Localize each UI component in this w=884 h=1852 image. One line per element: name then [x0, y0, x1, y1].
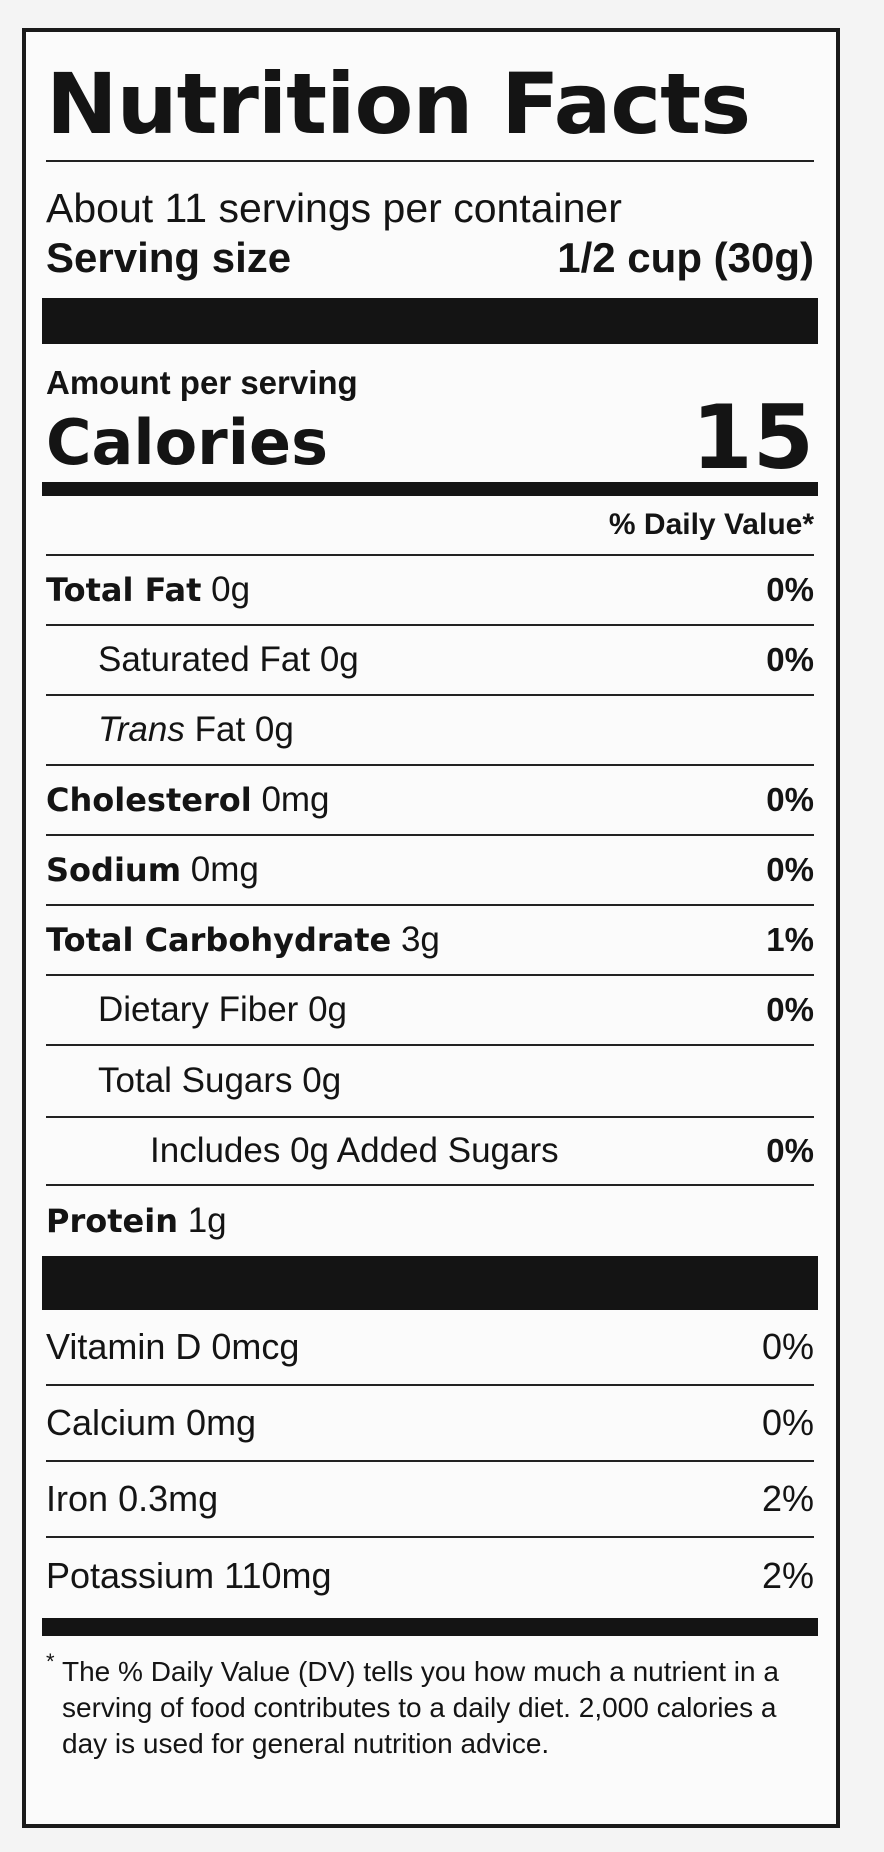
nutrient-amount: 0g — [302, 1060, 342, 1100]
vitamin-row-iron: Iron 0.3mg 2% — [46, 1462, 814, 1538]
vitamin-row-calcium: Calcium 0mg 0% — [46, 1386, 814, 1462]
nutrient-row-cholesterol: Cholesterol 0mg 0% — [46, 766, 814, 836]
nutrient-dv: 0% — [766, 850, 814, 888]
divider — [46, 160, 814, 162]
thick-divider — [42, 1255, 818, 1310]
footnote: * The % Daily Value (DV) tells you how m… — [46, 1649, 814, 1763]
nutrient-name: Trans — [98, 709, 185, 749]
nutrient-row-added-sugars: Includes 0g Added Sugars 0% — [46, 1115, 814, 1186]
nutrient-name: Total Fat — [46, 570, 202, 609]
vitamin-amount: 0.3mg — [118, 1477, 219, 1519]
nutrient-name: Total Sugars — [98, 1060, 293, 1100]
medium-divider — [42, 481, 818, 496]
nutrient-amount: 0g — [254, 709, 294, 749]
nutrient-row-protein: Protein 1g — [46, 1186, 814, 1256]
vitamin-row-potassium: Potassium 110mg 2% — [46, 1538, 814, 1614]
nutrient-amount: 1g — [187, 1200, 227, 1240]
nutrient-dv: 0% — [766, 640, 814, 678]
vitamin-amount: 0mg — [186, 1401, 257, 1443]
vitamin-row-vitamin-d: Vitamin D 0mcg 0% — [46, 1310, 814, 1386]
thick-divider — [42, 297, 818, 344]
nutrition-facts-label: Nutrition Facts About 11 servings per co… — [22, 28, 840, 1828]
nutrient-amount: 0g — [308, 989, 347, 1029]
calories-label: Calories — [46, 405, 328, 479]
nutrient-name: Cholesterol — [46, 780, 252, 819]
vitamin-dv: 2% — [761, 1554, 814, 1596]
nutrient-dv: 0% — [766, 570, 814, 608]
servings-per-container: About 11 servings per container — [46, 185, 622, 231]
nutrient-dv: 0% — [766, 990, 814, 1028]
serving-size-label: Serving size — [46, 234, 292, 282]
vitamin-dv: 2% — [761, 1477, 814, 1519]
nutrient-amount: 3g — [400, 919, 440, 959]
amount-per-serving: Amount per serving — [46, 363, 358, 401]
nutrient-dv: 1% — [766, 920, 814, 958]
nutrient-name: Dietary Fiber — [98, 989, 299, 1029]
nutrient-name: Saturated Fat — [98, 639, 311, 679]
calories-row: Calories 15 — [46, 372, 814, 482]
nutrient-row-dietary-fiber: Dietary Fiber 0g 0% — [46, 976, 814, 1046]
vitamin-amount: 110mg — [224, 1554, 332, 1596]
vitamin-name: Vitamin D — [46, 1325, 202, 1367]
nutrient-row-total-fat: Total Fat 0g 0% — [46, 556, 814, 626]
nutrient-dv: 0% — [766, 780, 814, 818]
vitamin-amount: 0mcg — [211, 1325, 300, 1367]
nutrient-name: Protein — [46, 1201, 178, 1240]
serving-size-value: 1/2 cup (30g) — [557, 234, 814, 282]
nutrient-name-rest: Fat — [194, 709, 246, 749]
nutrient-dv: 0% — [766, 1131, 814, 1169]
nutrient-amount: 0g — [319, 639, 359, 679]
vitamin-dv: 0% — [761, 1325, 814, 1367]
nutrient-amount: 0g — [211, 569, 251, 609]
nutrient-amount: 0mg — [190, 849, 259, 889]
daily-value-header: % Daily Value* — [46, 496, 814, 556]
nutrient-row-sodium: Sodium 0mg 0% — [46, 836, 814, 906]
nutrient-row-total-sugars: Total Sugars 0g — [46, 1046, 814, 1116]
nutrient-row-total-carbohydrate: Total Carbohydrate 3g 1% — [46, 906, 814, 976]
nutrient-name: Sodium — [46, 850, 182, 889]
vitamin-name: Calcium — [46, 1401, 177, 1443]
nutrient-name: Includes 0g Added Sugars — [150, 1130, 559, 1170]
nutrient-name: Total Carbohydrate — [46, 920, 392, 959]
vitamin-dv: 0% — [761, 1401, 814, 1443]
serving-size: Serving size 1/2 cup (30g) — [46, 233, 814, 283]
calories-value: 15 — [691, 385, 814, 489]
footnote-text: The % Daily Value (DV) tells you how muc… — [62, 1655, 779, 1760]
label-title: Nutrition Facts — [46, 55, 751, 153]
nutrient-row-saturated-fat: Saturated Fat 0g 0% — [46, 626, 814, 696]
nutrient-row-trans-fat: Trans Fat 0g — [46, 696, 814, 766]
nutrient-amount: 0mg — [261, 779, 330, 819]
footnote-asterisk: * — [46, 1648, 55, 1674]
medium-divider — [42, 1617, 818, 1636]
vitamin-name: Iron — [46, 1477, 109, 1519]
vitamin-name: Potassium — [46, 1554, 215, 1596]
